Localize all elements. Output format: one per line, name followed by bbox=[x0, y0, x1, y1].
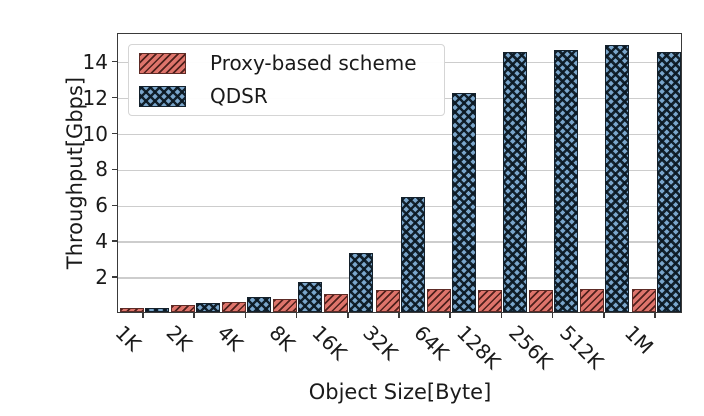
x-tick-mark bbox=[449, 313, 451, 318]
x-tick-label: 512K bbox=[554, 320, 609, 374]
bar-512K-qdsr bbox=[605, 44, 630, 312]
x-tick-mark bbox=[295, 313, 298, 318]
bar-256K-qdsr bbox=[554, 49, 579, 312]
bar-16K-proxy bbox=[324, 294, 349, 312]
legend-item-proxy: Proxy-based scheme bbox=[139, 53, 432, 74]
y-tick-label: 12 bbox=[82, 85, 108, 110]
x-tick-label: 256K bbox=[503, 320, 557, 374]
x-tick-label: 16K bbox=[307, 320, 352, 365]
bar-128K-qdsr bbox=[502, 51, 527, 312]
x-tick-mark bbox=[347, 313, 349, 318]
x-tick-mark bbox=[603, 313, 605, 318]
bar-4K-proxy bbox=[221, 302, 246, 312]
y-tick-mark bbox=[112, 60, 117, 63]
x-tick-mark bbox=[500, 313, 503, 318]
y-tick-label: 6 bbox=[95, 193, 108, 218]
y-tick-mark bbox=[112, 168, 117, 171]
bar-128K-proxy bbox=[477, 289, 502, 312]
plot-area bbox=[117, 33, 682, 313]
x-tick-label: 8K bbox=[264, 320, 300, 356]
legend-label: QDSR bbox=[210, 84, 268, 108]
legend-label: Proxy-based scheme bbox=[210, 51, 417, 75]
bar-1M-qdsr bbox=[656, 51, 681, 312]
bar-16K-qdsr bbox=[349, 252, 374, 312]
bar-8K-proxy bbox=[273, 299, 298, 312]
y-tick-label: 14 bbox=[82, 49, 108, 74]
bar-1K-proxy bbox=[119, 308, 144, 312]
x-tick-mark bbox=[551, 313, 554, 318]
y-tick-mark bbox=[112, 240, 117, 242]
x-tick-label: 128K bbox=[452, 320, 506, 374]
gridline bbox=[118, 169, 681, 172]
bar-64K-proxy bbox=[426, 288, 451, 312]
x-tick-label: 32K bbox=[358, 320, 403, 365]
bar-512K-proxy bbox=[580, 288, 605, 312]
y-tick-mark bbox=[112, 204, 117, 207]
bar-2K-proxy bbox=[170, 304, 195, 312]
bar-8K-qdsr bbox=[298, 282, 323, 312]
gridline bbox=[118, 241, 681, 243]
bar-32K-qdsr bbox=[400, 197, 425, 312]
gridline bbox=[118, 205, 681, 208]
bar-256K-proxy bbox=[529, 289, 554, 312]
y-tick-label: 2 bbox=[95, 265, 108, 290]
x-tick-mark bbox=[244, 313, 247, 318]
gridline bbox=[118, 133, 681, 136]
x-tick-label: 2K bbox=[161, 320, 198, 356]
y-tick-mark bbox=[112, 276, 117, 278]
bar-2K-qdsr bbox=[195, 303, 220, 312]
legend-item-qdsr: QDSR bbox=[139, 86, 432, 107]
x-tick-mark bbox=[398, 313, 400, 318]
y-tick-mark bbox=[112, 96, 117, 99]
gridline bbox=[118, 277, 681, 279]
bar-1M-proxy bbox=[631, 288, 656, 312]
legend-swatch-qdsr-hatch bbox=[139, 86, 186, 107]
x-tick-label: 64K bbox=[409, 320, 454, 365]
x-tick-label: 4K bbox=[213, 320, 249, 356]
y-tick-label: 4 bbox=[95, 229, 108, 254]
bar-32K-proxy bbox=[375, 290, 400, 312]
x-tick-mark bbox=[654, 313, 656, 318]
x-axis-label: Object Size[Byte] bbox=[308, 380, 492, 404]
legend: Proxy-based scheme QDSR bbox=[128, 44, 445, 116]
bar-1K-qdsr bbox=[144, 307, 169, 312]
y-tick-label: 10 bbox=[82, 121, 108, 146]
legend-swatch-proxy-hatch bbox=[139, 53, 186, 74]
bar-64K-qdsr bbox=[451, 93, 476, 312]
x-tick-label: 1M bbox=[619, 320, 659, 359]
x-tick-mark bbox=[193, 313, 195, 318]
y-tick-mark bbox=[112, 132, 117, 135]
bar-4K-qdsr bbox=[246, 296, 271, 312]
y-tick-label: 8 bbox=[95, 157, 108, 182]
x-tick-label: 1K bbox=[110, 320, 146, 356]
x-tick-mark bbox=[142, 313, 144, 318]
